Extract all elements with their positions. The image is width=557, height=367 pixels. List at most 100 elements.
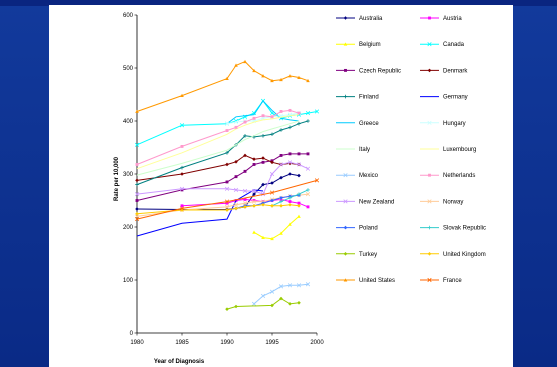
point-marker — [135, 207, 139, 211]
point-marker — [279, 77, 283, 82]
point-marker — [225, 307, 229, 311]
marker-stroke — [305, 192, 311, 197]
marker-stroke — [179, 123, 185, 128]
point-marker — [279, 154, 283, 157]
point-marker — [252, 157, 256, 161]
marker-stroke — [134, 142, 140, 147]
point-marker — [427, 120, 432, 125]
legend-label: Italy — [359, 147, 370, 153]
point-marker — [242, 188, 248, 194]
legend-label: Australia — [359, 16, 383, 22]
point-marker — [305, 282, 311, 287]
point-marker — [305, 192, 311, 197]
legend-label: New Zealand — [359, 199, 394, 205]
point-marker — [135, 178, 139, 183]
point-marker — [134, 192, 140, 197]
series-line — [136, 189, 264, 237]
series-greece — [226, 100, 300, 125]
point-marker — [225, 162, 229, 167]
legend-label: Austria — [443, 16, 462, 22]
point-marker — [306, 188, 310, 192]
legend-label: Greece — [359, 121, 379, 127]
legend-label: United Kingdom — [443, 252, 486, 258]
marker-stroke — [233, 187, 239, 192]
legend-label: United States — [359, 278, 395, 284]
point-marker — [234, 206, 238, 211]
point-marker — [297, 192, 301, 196]
point-marker — [297, 111, 301, 115]
point-marker — [288, 222, 292, 226]
marker-stroke — [251, 301, 257, 306]
point-marker — [224, 121, 230, 126]
legend-label: Slovak Republic — [443, 226, 486, 232]
marker-stroke — [278, 284, 284, 289]
series-italy — [136, 120, 300, 176]
point-marker — [180, 204, 184, 208]
point-marker — [428, 173, 431, 177]
marker-stroke — [233, 202, 239, 207]
legend-label: Denmark — [443, 68, 468, 74]
marker-stroke — [287, 160, 293, 165]
point-marker — [225, 201, 229, 205]
point-marker — [314, 178, 320, 183]
point-marker — [252, 163, 256, 166]
point-marker — [297, 300, 301, 305]
marker-stroke — [251, 188, 257, 194]
series-luxembourg — [136, 114, 300, 170]
marker-stroke — [343, 173, 348, 178]
y-tick-label: 600 — [123, 13, 134, 19]
marker-stroke — [427, 277, 432, 283]
point-marker — [269, 190, 275, 195]
marker-stroke — [269, 190, 275, 195]
point-marker — [288, 172, 292, 176]
point-marker — [279, 110, 283, 113]
point-marker — [135, 109, 139, 113]
x-tick-label: 1995 — [265, 340, 279, 346]
point-marker — [306, 152, 310, 156]
point-marker — [179, 123, 185, 128]
legend-label: Turkey — [359, 252, 377, 258]
legend-label: Luxembourg — [443, 147, 476, 153]
marker-stroke — [260, 293, 266, 298]
point-marker — [270, 236, 274, 241]
point-marker — [427, 252, 432, 256]
point-marker — [297, 75, 301, 79]
point-marker — [270, 181, 274, 185]
legend-item-denmark: Denmark — [420, 68, 468, 74]
point-marker — [297, 152, 301, 156]
point-marker — [261, 235, 265, 240]
point-marker — [251, 188, 257, 194]
point-marker — [261, 114, 265, 118]
point-marker — [297, 201, 301, 205]
point-marker — [288, 202, 292, 207]
point-marker — [288, 200, 292, 203]
point-marker — [261, 134, 265, 138]
y-tick-label: 500 — [123, 66, 134, 72]
point-marker — [343, 16, 348, 20]
marker-stroke — [296, 283, 302, 288]
marker-stroke — [296, 162, 302, 167]
legend-item-germany: Germany — [420, 95, 468, 101]
point-marker — [233, 202, 239, 207]
point-marker — [427, 68, 432, 73]
point-marker — [242, 201, 248, 206]
marker-stroke — [269, 171, 275, 177]
marker-stroke — [427, 199, 432, 204]
point-marker — [234, 175, 238, 179]
point-marker — [225, 76, 229, 81]
point-marker — [180, 165, 184, 170]
series-line — [253, 283, 309, 305]
point-marker — [135, 163, 139, 166]
point-marker — [135, 211, 139, 216]
x-axis-title: Year of Diagnosis — [154, 359, 205, 365]
legend-item-turkey: Turkey — [336, 252, 377, 258]
axes: 0 100 200 300 400 500 600 1980 1985 1990 1995 2000 — [123, 13, 324, 346]
marker-stroke — [343, 199, 348, 204]
point-marker — [296, 162, 302, 167]
point-marker — [428, 16, 431, 20]
point-marker — [135, 199, 139, 202]
marker-stroke — [242, 188, 248, 194]
point-marker — [278, 284, 284, 289]
point-marker — [252, 116, 256, 120]
